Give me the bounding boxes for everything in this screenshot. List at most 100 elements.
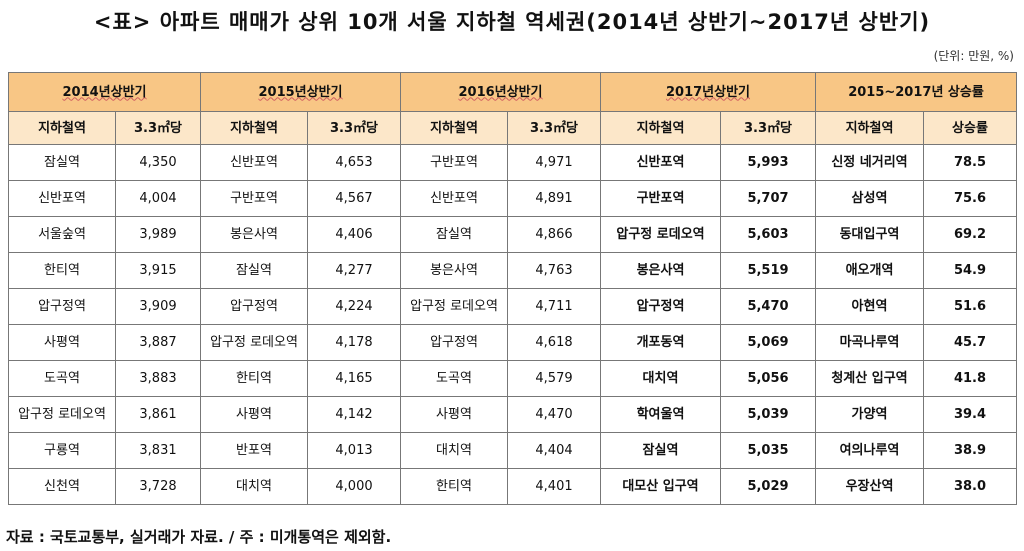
station-2015: 반포역: [200, 432, 308, 469]
table-row: 서울숲역 3,989 봉은사역 4,406 잠실역 4,866 압구정 로데오역…: [8, 216, 1017, 253]
price-2016: 4,579: [507, 360, 601, 397]
table-row: 신반포역 4,004 구반포역 4,567 신반포역 4,891 구반포역 5,…: [8, 180, 1017, 217]
growth-rate: 38.0: [923, 468, 1017, 505]
price-column-header: 3.3㎡당: [507, 111, 601, 145]
price-table: 2014년상반기 2015년상반기 2016년상반기 2017년상반기 2015…: [8, 72, 1017, 505]
price-2016: 4,763: [507, 252, 601, 289]
station-2017: 구반포역: [600, 180, 721, 217]
price-2017: 5,603: [720, 216, 816, 253]
station-2014: 사평역: [8, 324, 116, 361]
station-2016: 사평역: [400, 396, 508, 433]
price-2015: 4,653: [307, 144, 401, 181]
price-2014: 3,887: [115, 324, 201, 361]
station-growth: 마곡나루역: [815, 324, 924, 361]
table-row: 압구정역 3,909 압구정역 4,224 압구정 로데오역 4,711 압구정…: [8, 288, 1017, 325]
price-2015: 4,224: [307, 288, 401, 325]
table-row: 구룡역 3,831 반포역 4,013 대치역 4,404 잠실역 5,035 …: [8, 432, 1017, 469]
growth-rate: 51.6: [923, 288, 1017, 325]
station-2015: 잠실역: [200, 252, 308, 289]
station-2017: 잠실역: [600, 432, 721, 469]
growth-rate: 41.8: [923, 360, 1017, 397]
station-2014: 신천역: [8, 468, 116, 505]
price-2017: 5,035: [720, 432, 816, 469]
price-2017: 5,069: [720, 324, 816, 361]
price-2017: 5,470: [720, 288, 816, 325]
price-column-header: 3.3㎡당: [720, 111, 816, 145]
table-row: 사평역 3,887 압구정 로데오역 4,178 압구정역 4,618 개포동역…: [8, 324, 1017, 361]
table-body: 잠실역 4,350 신반포역 4,653 구반포역 4,971 신반포역 5,9…: [8, 144, 1017, 505]
station-growth: 가양역: [815, 396, 924, 433]
station-2014: 구룡역: [8, 432, 116, 469]
price-2017: 5,707: [720, 180, 816, 217]
table-row: 도곡역 3,883 한티역 4,165 도곡역 4,579 대치역 5,056 …: [8, 360, 1017, 397]
growth-rate: 78.5: [923, 144, 1017, 181]
price-2015: 4,567: [307, 180, 401, 217]
growth-rate: 38.9: [923, 432, 1017, 469]
price-2015: 4,277: [307, 252, 401, 289]
growth-rate: 39.4: [923, 396, 1017, 433]
price-2014: 3,989: [115, 216, 201, 253]
price-2016: 4,404: [507, 432, 601, 469]
price-2015: 4,406: [307, 216, 401, 253]
price-2016: 4,866: [507, 216, 601, 253]
price-2015: 4,013: [307, 432, 401, 469]
station-2014: 잠실역: [8, 144, 116, 181]
station-2016: 구반포역: [400, 144, 508, 181]
station-growth: 우장산역: [815, 468, 924, 505]
station-growth: 신정 네거리역: [815, 144, 924, 181]
station-column-header: 지하철역: [600, 111, 721, 145]
price-2016: 4,891: [507, 180, 601, 217]
station-2014: 서울숲역: [8, 216, 116, 253]
price-2017: 5,029: [720, 468, 816, 505]
station-growth: 여의나루역: [815, 432, 924, 469]
station-2017: 압구정역: [600, 288, 721, 325]
period-2014-header: 2014년상반기: [8, 72, 201, 112]
price-2015: 4,178: [307, 324, 401, 361]
table-row: 압구정 로데오역 3,861 사평역 4,142 사평역 4,470 학여울역 …: [8, 396, 1017, 433]
price-2015: 4,000: [307, 468, 401, 505]
station-2015: 구반포역: [200, 180, 308, 217]
station-2015: 대치역: [200, 468, 308, 505]
station-2017: 봉은사역: [600, 252, 721, 289]
growth-rate: 45.7: [923, 324, 1017, 361]
price-2015: 4,165: [307, 360, 401, 397]
station-2016: 압구정역: [400, 324, 508, 361]
station-2016: 봉은사역: [400, 252, 508, 289]
price-column-header: 3.3㎡당: [115, 111, 201, 145]
price-2014: 3,861: [115, 396, 201, 433]
price-2014: 3,831: [115, 432, 201, 469]
station-2015: 사평역: [200, 396, 308, 433]
price-2015: 4,142: [307, 396, 401, 433]
station-2016: 대치역: [400, 432, 508, 469]
column-header-row: 지하철역 3.3㎡당 지하철역 3.3㎡당 지하철역 3.3㎡당 지하철역 3.…: [8, 111, 1017, 145]
price-2014: 3,915: [115, 252, 201, 289]
station-2017: 학여울역: [600, 396, 721, 433]
period-2016-header: 2016년상반기: [400, 72, 601, 112]
price-2014: 3,728: [115, 468, 201, 505]
price-2014: 3,909: [115, 288, 201, 325]
station-2017: 압구정 로데오역: [600, 216, 721, 253]
unit-note: (단위: 만원, %): [933, 49, 1014, 63]
growth-rate: 54.9: [923, 252, 1017, 289]
station-2016: 한티역: [400, 468, 508, 505]
station-column-header: 지하철역: [400, 111, 508, 145]
growth-rate: 69.2: [923, 216, 1017, 253]
table-row: 신천역 3,728 대치역 4,000 한티역 4,401 대모산 입구역 5,…: [8, 468, 1017, 505]
price-2016: 4,711: [507, 288, 601, 325]
price-2016: 4,971: [507, 144, 601, 181]
station-2017: 신반포역: [600, 144, 721, 181]
station-2015: 압구정 로데오역: [200, 324, 308, 361]
station-growth: 애오개역: [815, 252, 924, 289]
page-title: <표> 아파트 매매가 상위 10개 서울 지하철 역세권(2014년 상반기~…: [93, 10, 931, 34]
price-2017: 5,039: [720, 396, 816, 433]
station-2014: 도곡역: [8, 360, 116, 397]
price-2016: 4,618: [507, 324, 601, 361]
station-2016: 압구정 로데오역: [400, 288, 508, 325]
station-2015: 압구정역: [200, 288, 308, 325]
station-2016: 신반포역: [400, 180, 508, 217]
price-2014: 3,883: [115, 360, 201, 397]
station-2016: 도곡역: [400, 360, 508, 397]
price-2017: 5,056: [720, 360, 816, 397]
price-2014: 4,004: [115, 180, 201, 217]
station-2015: 신반포역: [200, 144, 308, 181]
